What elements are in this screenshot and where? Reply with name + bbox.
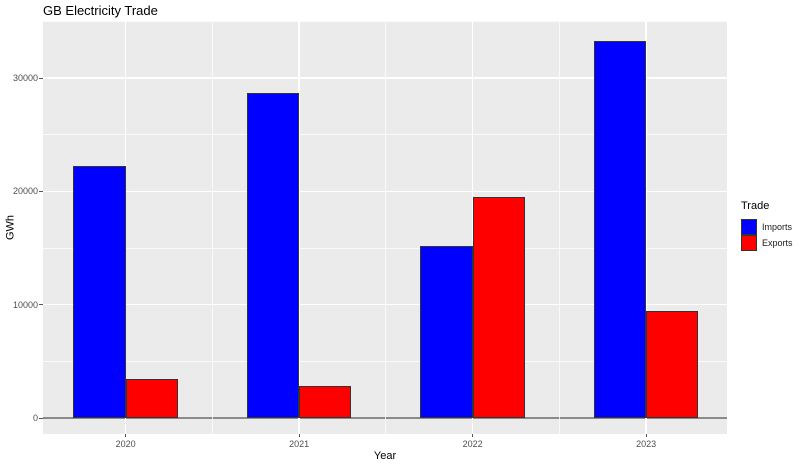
legend-key-imports-swatch xyxy=(741,219,757,235)
x-tick-mark xyxy=(125,434,127,437)
y-axis-title: GWh xyxy=(4,214,17,241)
legend-items: Imports Exports xyxy=(741,219,800,251)
gridline-major-h xyxy=(43,77,727,79)
legend-label: Imports xyxy=(762,222,793,232)
y-tick-label: 30000 xyxy=(12,73,38,83)
y-tick-mark xyxy=(39,77,43,79)
y-tick-mark xyxy=(39,304,43,306)
x-tick-mark xyxy=(645,434,647,437)
bar-imports-2022 xyxy=(420,245,473,418)
gridline-minor-v xyxy=(385,21,387,434)
y-tick-label: 0 xyxy=(32,413,38,423)
x-tick-mark xyxy=(298,434,300,437)
plot-panel xyxy=(43,21,727,434)
gridline-minor-h xyxy=(43,134,727,136)
legend-title: Trade xyxy=(741,200,770,212)
gridline-minor-h xyxy=(43,360,727,362)
gridline-major-v xyxy=(645,21,647,434)
bar-imports-2021 xyxy=(246,92,300,418)
gridline-major-v xyxy=(298,21,300,434)
x-tick-label: 2023 xyxy=(636,439,657,449)
x-tick-label: 2020 xyxy=(115,439,136,449)
x-tick-mark xyxy=(472,434,474,437)
bar-imports-2023 xyxy=(593,40,647,418)
gridline-major-h xyxy=(43,190,727,193)
gridline-minor-h xyxy=(43,21,727,22)
bar-exports-2021 xyxy=(299,386,352,418)
x-axis-title: Year xyxy=(373,450,397,462)
zero-baseline xyxy=(43,417,727,419)
legend-item-exports: Exports xyxy=(741,235,800,251)
y-tick-label: 10000 xyxy=(12,299,38,310)
gridline-major-h xyxy=(43,303,727,306)
legend-label: Exports xyxy=(762,238,793,248)
bar-exports-2023 xyxy=(646,311,699,418)
bar-exports-2022 xyxy=(472,197,525,418)
y-tick-mark xyxy=(39,417,43,419)
x-tick-label: 2021 xyxy=(289,439,310,449)
gridline-minor-v xyxy=(211,21,213,434)
gridline-major-v xyxy=(124,21,127,434)
y-tick-mark xyxy=(39,190,43,192)
legend: Trade Imports Exports xyxy=(741,200,800,251)
legend-key-exports-swatch xyxy=(741,235,757,251)
gridline-minor-v xyxy=(558,21,560,434)
x-tick-label: 2022 xyxy=(462,439,483,449)
gridline-minor-h xyxy=(43,247,727,249)
legend-item-imports: Imports xyxy=(741,219,800,235)
chart-title: GB Electricity Trade xyxy=(43,3,158,18)
bar-imports-2020 xyxy=(73,166,126,418)
y-tick-label: 20000 xyxy=(12,186,38,197)
bar-exports-2020 xyxy=(125,379,178,418)
